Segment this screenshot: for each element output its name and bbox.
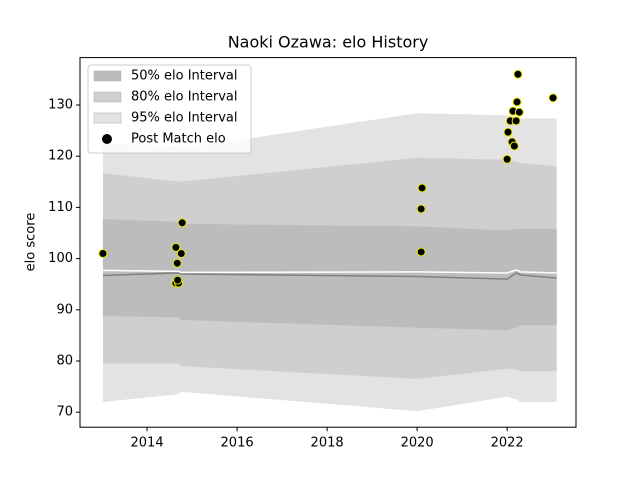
trend-line — [102, 269, 557, 274]
data-point — [98, 248, 108, 258]
legend-label: 95% elo Interval — [131, 111, 238, 126]
data-point — [177, 218, 187, 228]
y-tick-label: 130 — [48, 98, 73, 113]
legend-box — [87, 64, 252, 154]
trend-line — [102, 272, 557, 280]
y-tick-label: 110 — [48, 200, 73, 215]
interval-band — [102, 219, 557, 331]
data-point — [503, 127, 513, 137]
data-point — [548, 93, 558, 103]
data-point — [171, 242, 181, 252]
y-tick-label: 120 — [48, 149, 73, 164]
y-tick-label: 80 — [56, 354, 73, 369]
data-point — [502, 154, 512, 164]
data-point — [173, 275, 183, 285]
data-point — [416, 247, 426, 257]
legend-swatch — [93, 91, 122, 103]
data-point — [417, 183, 427, 193]
x-tick-label: 2014 — [131, 436, 164, 451]
legend-swatch — [93, 70, 122, 82]
data-point — [511, 116, 521, 126]
legend-marker — [102, 134, 112, 144]
data-point — [172, 258, 182, 268]
chart-title: Naoki Ozawa: elo History — [228, 33, 429, 52]
legend-label: 80% elo Interval — [131, 90, 238, 105]
x-tick-label: 2016 — [221, 436, 254, 451]
data-point — [416, 204, 426, 214]
legend-swatch — [93, 112, 122, 124]
data-point — [176, 248, 186, 258]
legend-label: 50% elo Interval — [131, 69, 238, 84]
x-tick-label: 2020 — [401, 436, 434, 451]
x-tick-label: 2022 — [491, 436, 524, 451]
data-point — [509, 141, 519, 151]
legend-label: Post Match elo — [131, 132, 226, 147]
data-point — [513, 69, 523, 79]
data-point — [512, 97, 522, 107]
y-tick-label: 100 — [48, 251, 73, 266]
axes-frame — [79, 57, 577, 428]
x-tick-label: 2018 — [311, 436, 344, 451]
y-axis-label: elo score — [24, 213, 39, 272]
data-point — [514, 107, 524, 117]
y-tick-label: 90 — [56, 302, 73, 317]
y-tick-label: 70 — [56, 405, 73, 420]
